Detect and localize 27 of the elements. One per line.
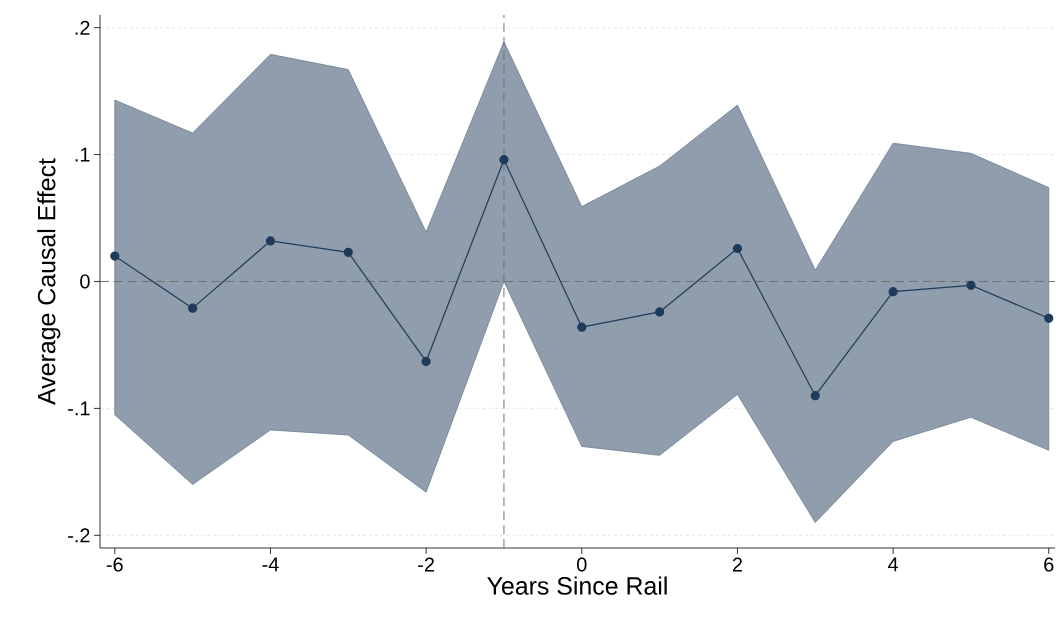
point (655, 307, 665, 317)
y-tick-label: .2 (75, 20, 90, 35)
y-tick-label: -.1 (68, 401, 90, 416)
x-tick-label: -2 (418, 557, 434, 572)
x-tick-label: -4 (262, 557, 279, 572)
point (732, 243, 743, 254)
point (188, 303, 198, 313)
point (499, 155, 509, 165)
point (810, 391, 820, 401)
point (888, 287, 898, 297)
x-tick-label: -6 (106, 557, 123, 572)
y-axis-title: Average Causal Effect (37, 158, 61, 405)
point (265, 236, 276, 246)
y-tick-label: 0 (80, 274, 90, 289)
y-tick-label: -.2 (68, 528, 90, 543)
x-tick-label: 4 (888, 557, 899, 572)
point (110, 251, 120, 261)
point (966, 280, 976, 290)
point (343, 247, 353, 257)
x-axis-title: Years Since Rail (487, 576, 667, 595)
x-tick-label: 6 (1044, 557, 1054, 572)
x-tick-label: 0 (577, 557, 587, 572)
x-tick-label: 2 (732, 557, 742, 572)
point (421, 356, 431, 367)
point (577, 322, 587, 332)
y-tick-label: .1 (75, 147, 90, 162)
point (1044, 313, 1054, 323)
